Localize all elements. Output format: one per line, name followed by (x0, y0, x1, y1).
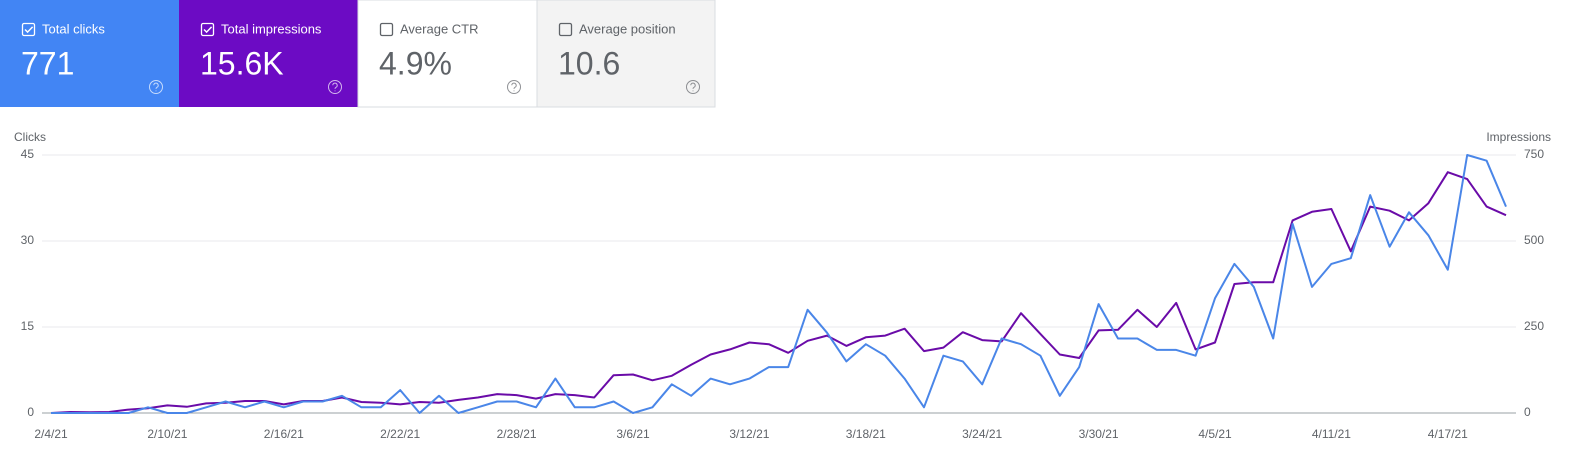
checkbox[interactable] (21, 22, 36, 37)
help-icon[interactable] (686, 80, 700, 94)
y2-axis-label: Impressions (1486, 130, 1551, 144)
help-icon[interactable] (328, 80, 342, 94)
y2-tick-label: 500 (1524, 233, 1544, 247)
y2-tick-label: 750 (1524, 147, 1544, 161)
y2-tick-label: 250 (1524, 319, 1544, 333)
x-tick-label: 2/22/21 (380, 427, 420, 441)
metric-card[interactable]: Average CTR 4.9% (357, 0, 538, 108)
metric-card[interactable]: Total clicks 771 (0, 0, 179, 107)
checkmark (24, 26, 34, 34)
metric-card[interactable]: Total impressions 15.6K (179, 0, 358, 107)
x-tick-label: 2/4/21 (34, 427, 68, 441)
x-tick-label: 4/17/21 (1428, 427, 1468, 441)
help-icon-glyph (511, 82, 517, 92)
card-value: 10.6 (558, 45, 620, 81)
series-line (50, 171, 1507, 414)
checkmark (203, 26, 213, 34)
x-tick-label: 3/18/21 (846, 427, 886, 441)
card-background (357, 0, 538, 108)
series-line (51, 154, 1507, 414)
card-background (0, 0, 179, 107)
help-icon-glyph (690, 82, 696, 92)
y2-tick-label: 0 (1524, 405, 1531, 419)
x-tick-label: 3/30/21 (1079, 427, 1119, 441)
x-tick-label: 4/11/21 (1312, 427, 1351, 441)
x-tick-label: 2/10/21 (147, 427, 187, 441)
x-tick-label: 2/16/21 (264, 427, 304, 441)
card-value: 4.9% (379, 45, 452, 81)
card-label: Average CTR (400, 21, 479, 36)
card-background (536, 0, 716, 108)
help-icon[interactable] (149, 80, 163, 94)
card-label: Average position (579, 21, 676, 36)
y-tick-label: 45 (21, 147, 35, 161)
x-tick-label: 3/6/21 (616, 427, 650, 441)
x-tick-label: 4/5/21 (1198, 427, 1232, 441)
card-value: 771 (21, 45, 74, 81)
x-tick-label: 3/12/21 (729, 427, 769, 441)
card-label: Total clicks (42, 21, 105, 36)
y-tick-label: 0 (27, 405, 34, 419)
x-tick-label: 3/24/21 (962, 427, 1002, 441)
y-tick-label: 15 (21, 319, 35, 333)
checkbox[interactable] (379, 22, 394, 37)
metric-card[interactable]: Average position 10.6 (536, 0, 716, 108)
help-icon-glyph (332, 82, 338, 92)
checkbox[interactable] (558, 22, 573, 37)
card-background (179, 0, 358, 107)
y-tick-label: 30 (21, 233, 35, 247)
card-value: 15.6K (200, 45, 284, 81)
y-axis-label: Clicks (14, 130, 46, 144)
checkbox[interactable] (200, 22, 215, 37)
card-label: Total impressions (221, 21, 322, 36)
help-icon-glyph (153, 82, 159, 92)
x-tick-label: 2/28/21 (497, 427, 537, 441)
help-icon[interactable] (507, 80, 521, 94)
